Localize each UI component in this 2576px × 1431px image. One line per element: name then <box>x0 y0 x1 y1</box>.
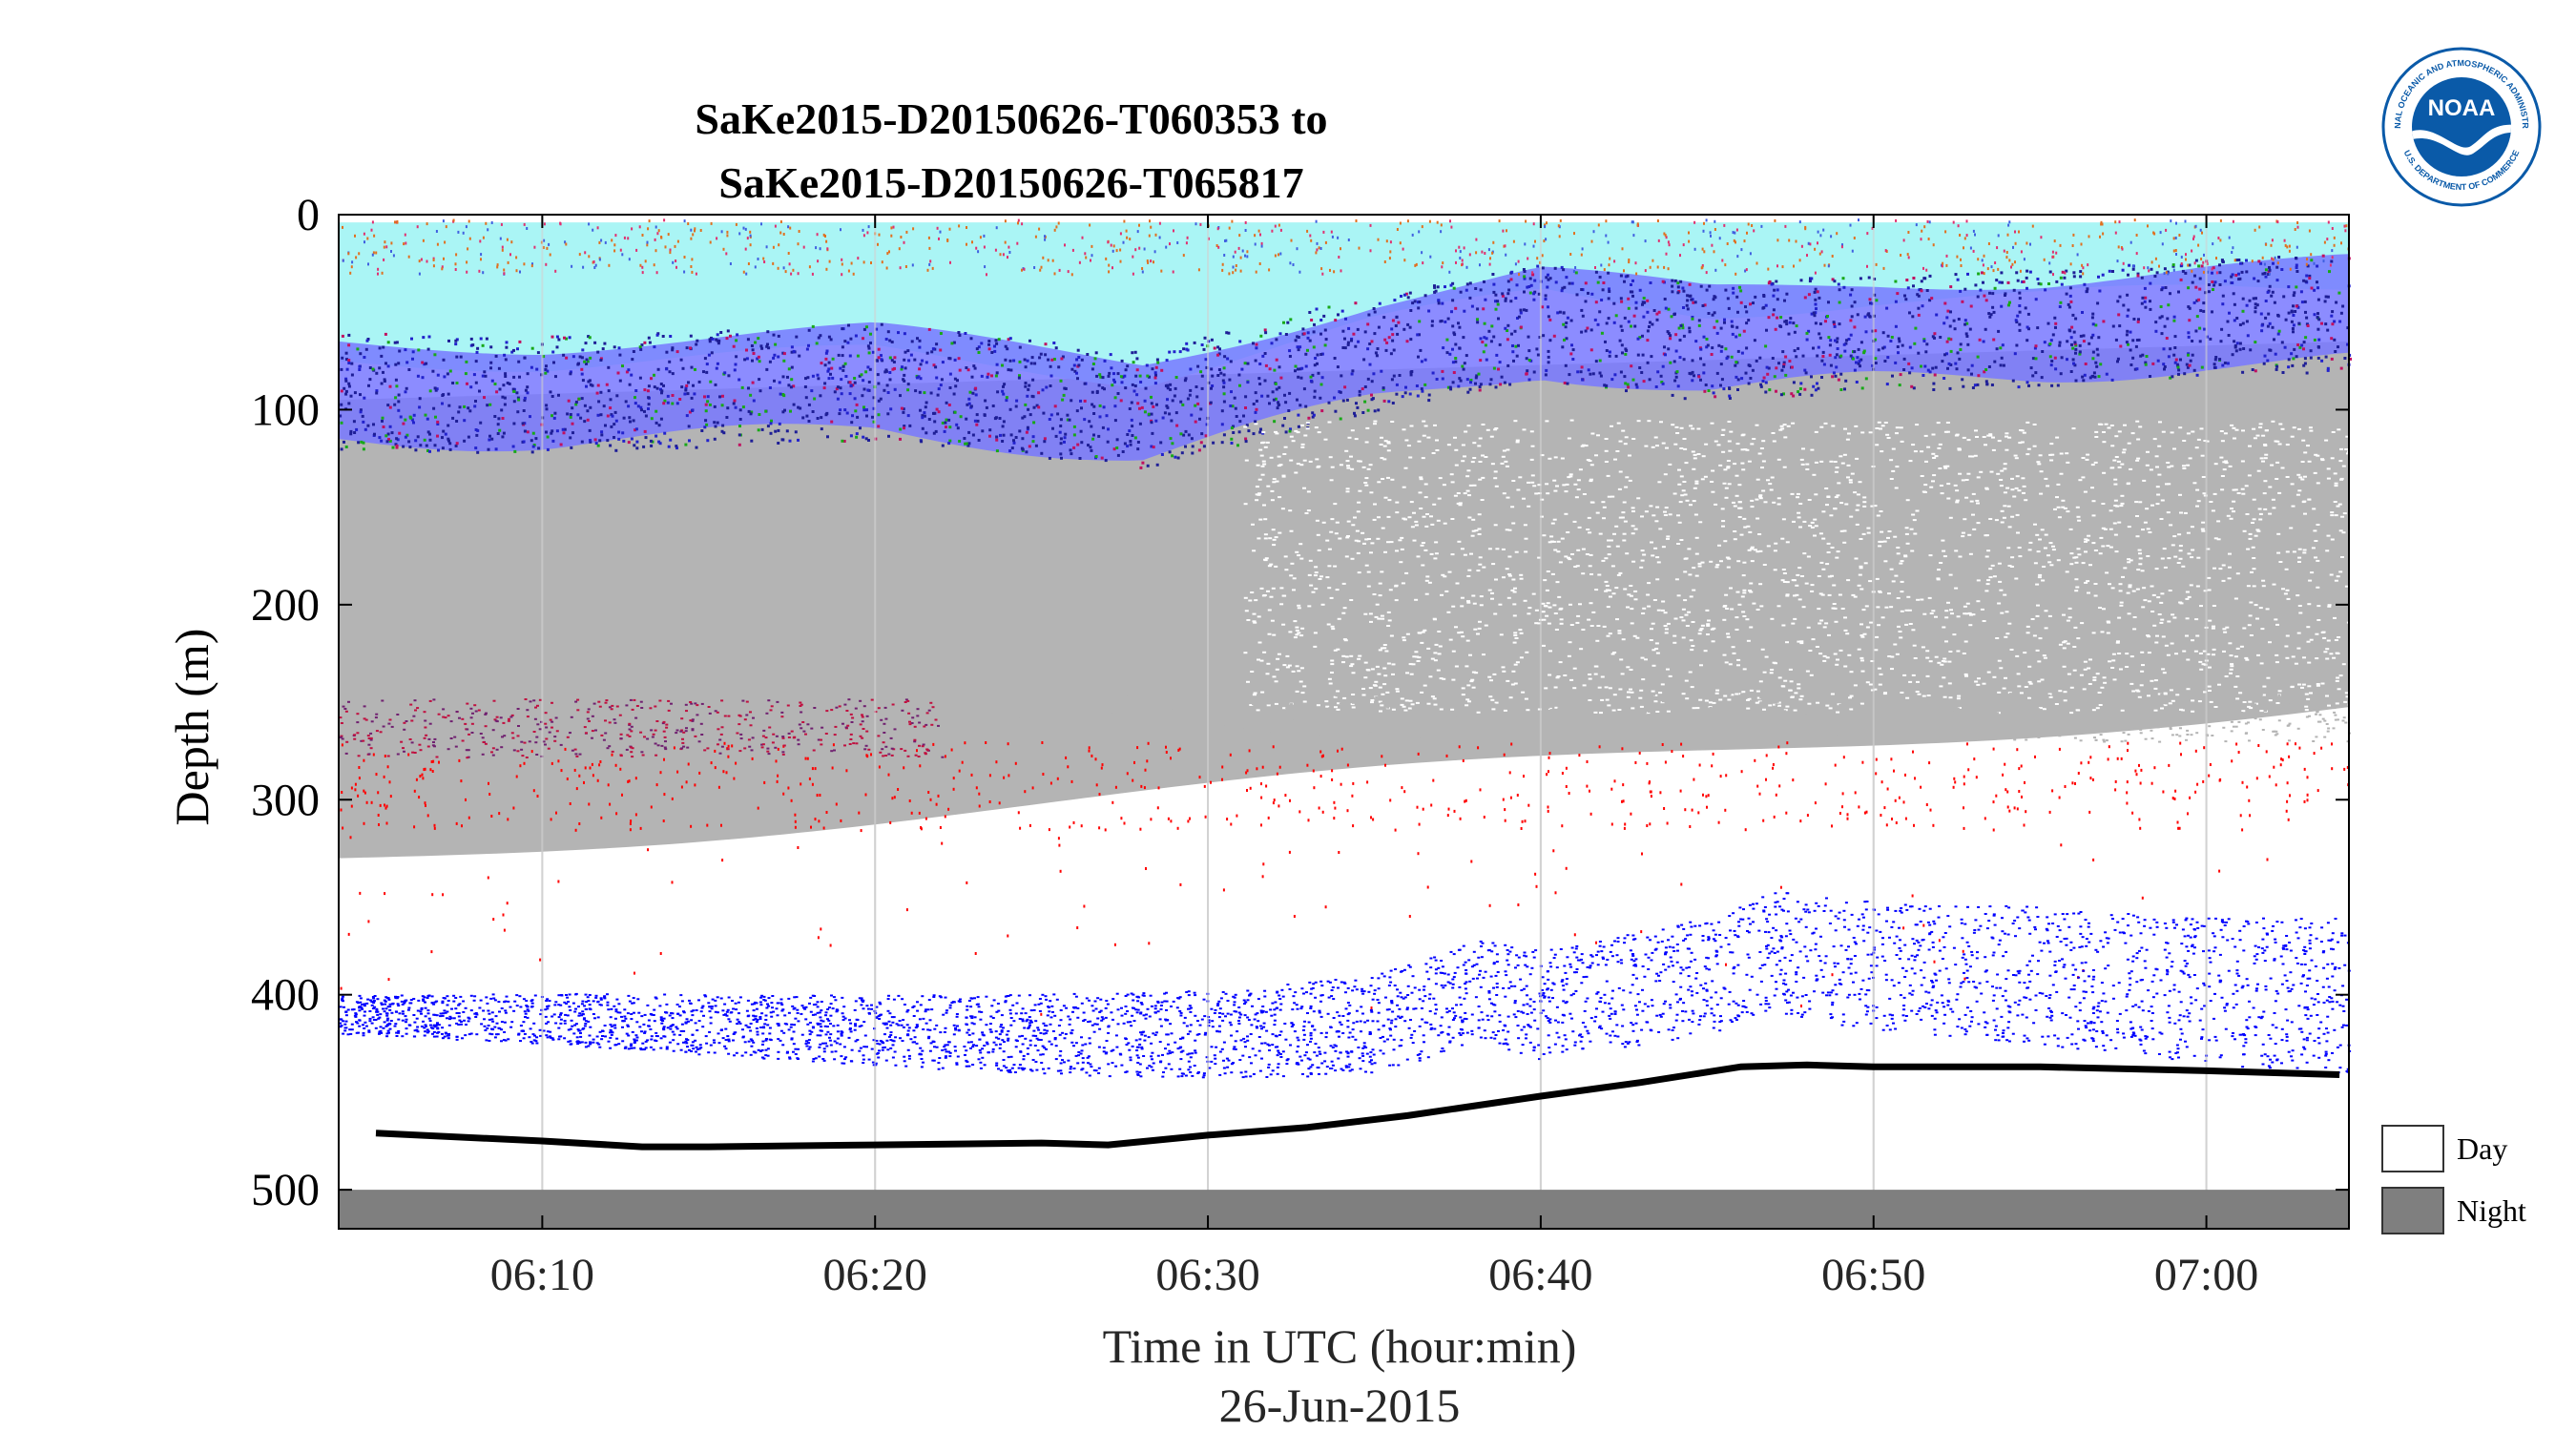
legend: Day Night <box>2382 1126 2526 1234</box>
y-tick-label: 100 <box>251 384 320 435</box>
chart-title-line1: SaKe2015-D20150626-T060353 to <box>695 94 1327 143</box>
x-tick-label: 06:50 <box>1821 1250 1925 1300</box>
y-tick-label: 400 <box>251 970 320 1021</box>
night-band-rect <box>339 1190 2349 1229</box>
y-tick-label: 0 <box>297 190 320 240</box>
x-tick-label: 06:20 <box>823 1250 927 1300</box>
legend-label: Night <box>2457 1193 2526 1228</box>
y-tick-label: 500 <box>251 1165 320 1215</box>
logo-wordmark: NOAA <box>2428 95 2496 121</box>
noaa-logo: NATIONAL OCEANIC AND ATMOSPHERIC ADMINIS… <box>2383 49 2540 205</box>
x-tick-label: 06:10 <box>490 1250 594 1300</box>
legend-swatch <box>2382 1188 2443 1234</box>
x-axis-label: Time in UTC (hour:min) <box>1103 1319 1577 1373</box>
x-tick-label: 06:40 <box>1488 1250 1592 1300</box>
chart-title-line2: SaKe2015-D20150626-T065817 <box>718 158 1303 207</box>
date-label: 26-Jun-2015 <box>1219 1379 1461 1431</box>
chart-title: SaKe2015-D20150626-T060353 to SaKe2015-D… <box>695 94 1327 207</box>
night-band <box>339 1190 2349 1229</box>
y-axis-label: Depth (m) <box>165 629 218 826</box>
x-tick-label: 06:30 <box>1155 1250 1259 1300</box>
y-tick-label: 200 <box>251 580 320 631</box>
legend-swatch <box>2382 1126 2443 1172</box>
y-tick-label: 300 <box>251 775 320 825</box>
legend-label: Day <box>2457 1131 2507 1166</box>
x-tick-label: 07:00 <box>2154 1250 2258 1300</box>
